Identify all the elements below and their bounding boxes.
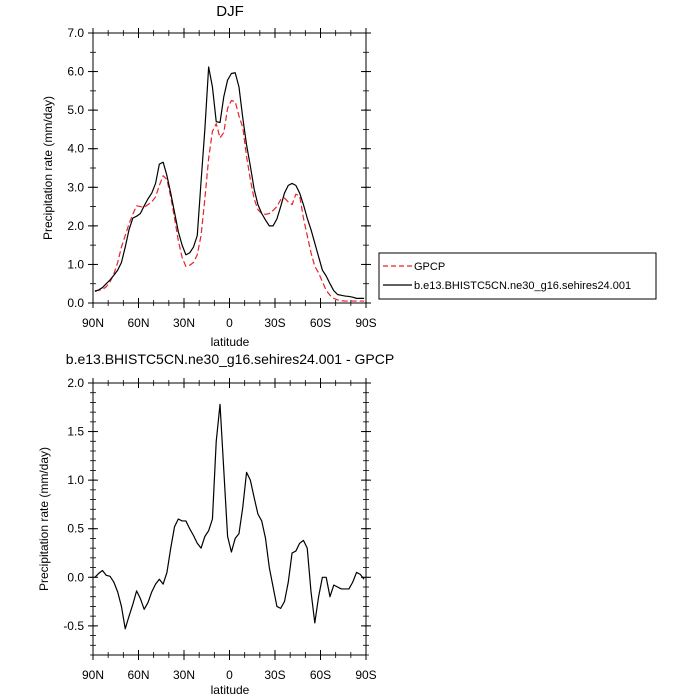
bottom-y-tick-label: 1.0 (67, 473, 84, 487)
top-chart-ticks: 0.0 1.0 2.0 3.0 4.0 5.0 6.0 7.0 90N 60N 30N 0 30S 60S… (67, 26, 376, 330)
top-y-tick-label: 7.0 (67, 26, 84, 40)
bottom-chart-title: b.e13.BHISTC5CN.ne30_g16.sehires24.001 -… (66, 351, 394, 367)
bottom-x-tick-label: 90N (82, 668, 104, 682)
legend: GPCP b.e13.BHISTC5CN.ne30_g16.sehires24.… (378, 252, 657, 300)
top-plot-frame (92, 32, 367, 304)
bottom-x-tick-label: 90S (355, 668, 376, 682)
top-line-chart: DJF 0.0 1.0 2.0 3.0 4.0 5.0 6.0 7.0 90N 60N 30N 0 30… (41, 3, 377, 349)
bottom-x-axis-label: latitude (211, 683, 250, 697)
bottom-y-tick-label: 1.5 (67, 425, 84, 439)
top-x-tick-label: 60N (127, 316, 149, 330)
legend-box (378, 252, 657, 300)
top-y-tick-label: 5.0 (67, 103, 84, 117)
top-y-tick-label: 1.0 (67, 257, 84, 271)
top-y-tick-label: 4.0 (67, 142, 84, 156)
bottom-line-chart: b.e13.BHISTC5CN.ne30_g16.sehires24.001 -… (37, 351, 394, 697)
top-y-tick-label: 3.0 (67, 180, 84, 194)
top-y-tick-label: 0.0 (67, 296, 84, 310)
bottom-y-tick-label: 0.0 (67, 570, 84, 584)
bottom-series-line-0 (94, 403, 365, 630)
top-x-tick-label: 90S (355, 316, 376, 330)
bottom-plot-frame (92, 382, 367, 656)
top-y-tick-label: 2.0 (67, 219, 84, 233)
top-y-tick-label: 6.0 (67, 65, 84, 79)
bottom-x-tick-label: 60S (310, 668, 331, 682)
top-x-tick-label: 30S (264, 316, 285, 330)
top-x-tick-label: 60S (310, 316, 331, 330)
top-y-axis-label: Precipitation rate (mm/day) (41, 96, 55, 240)
bottom-x-tick-label: 30N (173, 668, 195, 682)
bottom-chart-series (94, 403, 365, 630)
bottom-x-tick-label: 60N (127, 668, 149, 682)
bottom-y-tick-label: 2.0 (67, 376, 84, 390)
bottom-x-tick-label: 30S (264, 668, 285, 682)
bottom-x-tick-label: 0 (226, 668, 233, 682)
bottom-y-tick-label: -0.5 (63, 619, 84, 633)
top-chart-series (94, 66, 365, 302)
bottom-y-tick-label: 0.5 (67, 522, 84, 536)
top-series-line-0 (94, 99, 365, 302)
top-x-tick-label: 0 (226, 316, 233, 330)
top-x-axis-label: latitude (211, 335, 250, 349)
legend-gpcp-label: GPCP (414, 261, 445, 273)
top-x-tick-label: 90N (82, 316, 104, 330)
top-chart-title: DJF (216, 3, 244, 20)
bottom-chart-ticks: -0.5 0.0 0.5 1.0 1.5 2.0 90N 60N 30N 0 30S 60S 90S (63, 376, 376, 682)
top-x-tick-label: 30N (173, 316, 195, 330)
bottom-y-axis-label: Precipitation rate (mm/day) (37, 447, 51, 591)
legend-model-label: b.e13.BHISTC5CN.ne30_g16.sehires24.001 (414, 280, 631, 292)
top-series-line-1 (94, 66, 365, 299)
